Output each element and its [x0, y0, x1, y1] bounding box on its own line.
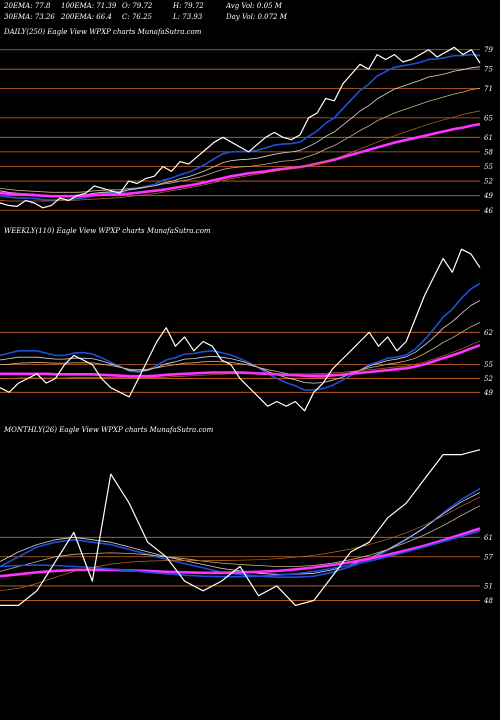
y-tick-label: 55: [484, 163, 493, 171]
chart-panel-2: 61 57 51 48: [0, 449, 493, 607]
y-tick-label: 61: [484, 534, 493, 542]
header-row-2b: 200EMA: 66.4: [61, 13, 112, 21]
y-tick-label: 62: [484, 329, 493, 337]
series-line-ema_long: [0, 343, 481, 378]
avgvol-value: 0.05 M: [256, 2, 282, 10]
y-tick-label: 71: [484, 85, 493, 93]
y-tick-label: 58: [484, 148, 493, 156]
series-line-ema_fast: [0, 487, 481, 579]
low-value: 73.93: [182, 13, 203, 21]
header-row-1: 20EMA: 77.8: [4, 2, 50, 10]
ema30-label: 30EMA:: [4, 13, 33, 21]
header-row-2: 30EMA: 73.26: [4, 13, 55, 21]
ema20-label: 20EMA:: [4, 2, 33, 10]
daily-chart-title: DAILY(250) Eagle View WPXP charts Munafa…: [4, 28, 202, 36]
y-tick-label: 65: [484, 114, 493, 122]
avgvol-label: Avg Vol:: [226, 2, 255, 10]
series-line-ema_mid: [0, 300, 481, 384]
weekly-chart-title: WEEKLY(110) Eagle View WPXP charts Munaf…: [4, 227, 211, 235]
header-row-1d: H: 79.72: [173, 2, 204, 10]
y-tick-label: 79: [484, 46, 493, 54]
high-label: H:: [173, 2, 182, 10]
dayvol-value: 0.072 M: [257, 13, 287, 21]
ema30-value: 73.26: [34, 13, 55, 21]
ema100-label: 100EMA:: [61, 2, 95, 10]
header-row-1b: 100EMA: 71.39: [61, 2, 116, 10]
series-line-ema_slow: [0, 87, 481, 193]
header-row-1e: Avg Vol: 0.05 M: [226, 2, 282, 10]
high-value: 79.72: [183, 2, 204, 10]
ema200-label: 200EMA:: [61, 13, 95, 21]
series-line-ema_long: [0, 122, 481, 198]
chart-panel-1: 62 55 52 49: [0, 248, 493, 412]
series-line-ema_blue: [0, 530, 481, 578]
y-tick-label: 75: [484, 66, 493, 74]
series-line-price: [0, 248, 481, 412]
series-line-ema_other: [0, 496, 481, 592]
y-tick-label: 51: [484, 582, 493, 590]
y-tick-label: 55: [484, 361, 493, 369]
close-value: 76.25: [131, 13, 152, 21]
ema200-value: 66.4: [96, 13, 112, 21]
series-line-ema_fast: [0, 282, 481, 391]
ema20-value: 77.8: [34, 2, 51, 10]
series-line-price: [0, 449, 481, 607]
series-line-ema_mid: [0, 492, 481, 575]
low-label: L:: [173, 13, 181, 21]
series-line-price: [0, 46, 481, 209]
y-tick-label: 52: [484, 178, 493, 186]
open-label: O:: [122, 2, 131, 10]
open-value: 79.72: [132, 2, 153, 10]
header-row-2d: L: 73.93: [173, 13, 202, 21]
dayvol-label: Day Vol:: [226, 13, 256, 21]
y-tick-label: 49: [483, 389, 493, 397]
series-line-ema_other: [0, 340, 481, 379]
y-tick-label: 46: [483, 207, 493, 215]
y-tick-label: 61: [484, 134, 493, 142]
series-line-ema_slow: [0, 505, 481, 572]
header-row-2c: C: 76.25: [122, 13, 152, 21]
header-row-2e: Day Vol: 0.072 M: [226, 13, 287, 21]
close-label: C:: [122, 13, 130, 21]
series-line-ema_other: [0, 110, 481, 202]
series-line-ema_fast: [0, 53, 481, 201]
monthly-chart-title: MONTHLY(26) Eagle View WPXP charts Munaf…: [4, 426, 214, 434]
ema100-value: 71.39: [96, 2, 117, 10]
y-tick-label: 48: [483, 597, 493, 605]
chart-panel-0: 79 75 71 65 61 58 55 52 49 46: [0, 46, 493, 215]
y-tick-label: 49: [483, 192, 493, 200]
y-tick-label: 57: [484, 553, 493, 561]
series-line-ema_slow: [0, 322, 481, 378]
header-row-1c: O: 79.72: [122, 2, 152, 10]
y-tick-label: 52: [484, 375, 493, 383]
